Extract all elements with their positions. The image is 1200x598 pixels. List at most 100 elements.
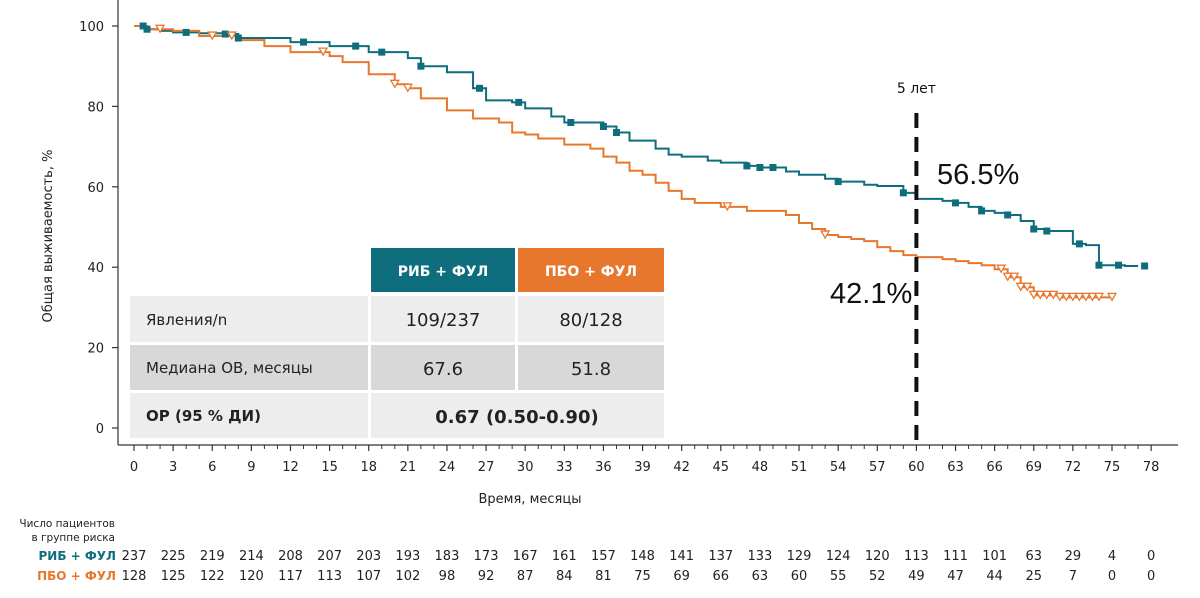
table-row-1-label: Явления/n	[146, 311, 227, 329]
censor-mark-0-19	[952, 199, 960, 207]
risk-value-1-0: 128	[122, 569, 147, 584]
risk-value-1-2: 122	[200, 569, 225, 584]
x-ticks: 0 3 6 9 12 15 18 21 24 27 30 33 36 39 42 45 48 51 54 57 60 63…	[130, 445, 1160, 475]
censor-mark-0-24	[1075, 240, 1083, 248]
table-row-2-label-bg	[130, 345, 368, 390]
table-row-1-pbo-bg	[518, 296, 664, 342]
censor-mark-1-5	[402, 83, 413, 93]
censor-mark-0-2	[182, 28, 190, 36]
y-tick-label-0: 0	[96, 422, 104, 437]
censor-mark-0-7	[378, 48, 386, 56]
censor-mark-1-17	[1054, 292, 1065, 302]
risk-value-0-20: 113	[904, 549, 929, 564]
risk-value-0-4: 208	[278, 549, 303, 564]
risk-value-1-3: 120	[239, 569, 264, 584]
risk-value-0-2: 219	[200, 549, 225, 564]
x-tick-label-7: 21	[400, 460, 417, 475]
risk-value-1-23: 25	[1025, 569, 1042, 584]
censor-mark-1-22	[1087, 292, 1098, 302]
censor-mark-0-4	[234, 34, 242, 42]
table-row-2-rib-bg	[371, 345, 515, 390]
censor-mark-0-20	[978, 207, 986, 215]
censor-mark-1-13	[1028, 290, 1039, 300]
risk-value-1-11: 84	[556, 569, 573, 584]
censor-mark-1-12	[1022, 282, 1033, 292]
x-tick-label-23: 69	[1025, 460, 1042, 475]
censor-mark-0-17	[834, 178, 842, 186]
censor-mark-0-12	[599, 123, 607, 130]
x-tick-label-15: 45	[713, 460, 730, 475]
risk-value-0-9: 173	[474, 549, 499, 564]
risk-value-1-5: 113	[317, 569, 342, 584]
censor-mark-0-27	[1141, 262, 1149, 270]
table-row-1-label-bg	[130, 296, 368, 342]
censor-mark-0-16	[769, 164, 777, 172]
censor-mark-0-18	[899, 189, 907, 197]
risk-value-1-9: 92	[478, 569, 495, 584]
risk-value-0-10: 167	[513, 549, 538, 564]
censor-mark-1-3	[317, 47, 329, 57]
censor-mark-0-3	[221, 30, 229, 38]
summary-table: РИБ + ФУЛ ПБО + ФУЛ Явления/n 109/237 80…	[130, 248, 664, 438]
censor-mark-1-20	[1074, 292, 1085, 302]
table-row-2-rib: 67.6	[423, 359, 463, 380]
y-tick-label-1: 20	[87, 342, 104, 357]
x-tick-label-14: 42	[673, 460, 690, 475]
x-tick-label-26: 78	[1143, 460, 1160, 475]
x-tick-label-11: 33	[556, 460, 573, 475]
risk-value-1-10: 87	[517, 569, 534, 584]
rib-five-year-annotation: 56.5%	[937, 159, 1019, 191]
risk-value-0-6: 203	[356, 549, 381, 564]
table-row-3-label-bg	[130, 393, 368, 438]
censor-mark-0-14	[743, 162, 751, 170]
censor-mark-1-21	[1080, 292, 1092, 302]
censor-mark-0-23	[1043, 227, 1051, 235]
table-row-2-label: Медиана ОВ, месяцы	[146, 359, 313, 377]
censor-mark-0-8	[417, 62, 425, 70]
table-row-3-value-bg	[371, 393, 664, 438]
pbo-five-year-annotation: 42.1%	[830, 278, 912, 310]
table-header-rib-bg	[371, 248, 515, 292]
risk-value-1-12: 81	[595, 569, 612, 584]
censor-mark-1-6	[722, 202, 733, 212]
x-tick-label-22: 66	[986, 460, 1003, 475]
risk-value-0-18: 124	[826, 549, 851, 564]
censor-mark-1-23	[1093, 292, 1105, 302]
censor-mark-1-1	[207, 31, 218, 41]
censor-mark-0-26	[1115, 261, 1123, 269]
censor-mark-0-21	[1004, 211, 1012, 219]
x-tick-label-12: 36	[595, 460, 612, 475]
risk-value-1-15: 66	[713, 569, 730, 584]
risk-value-1-25: 0	[1108, 569, 1116, 584]
x-tick-label-10: 30	[517, 460, 534, 475]
risk-row-pbo-label: ПБО + ФУЛ	[37, 569, 116, 583]
x-tick-label-18: 54	[830, 460, 847, 475]
risk-value-1-18: 55	[830, 569, 847, 584]
risk-value-1-7: 102	[395, 569, 420, 584]
x-tick-label-6: 18	[360, 460, 377, 475]
censor-mark-1-15	[1041, 290, 1052, 300]
censor-mark-0-6	[352, 42, 360, 50]
x-tick-label-3: 9	[247, 460, 255, 475]
risk-value-1-13: 75	[634, 569, 651, 584]
risk-value-0-13: 148	[630, 549, 655, 564]
table-header-pbo-bg	[518, 248, 664, 292]
risk-value-1-21: 47	[947, 569, 964, 584]
censor-mark-0-13	[612, 129, 620, 137]
censor-mark-1-0	[154, 24, 166, 34]
table-header-pbo: ПБО + ФУЛ	[545, 264, 637, 280]
y-axis-title: Общая выживаемость, %	[41, 150, 56, 323]
risk-table-title-1: Число пациентов	[19, 518, 115, 530]
risk-values: 237 225 219 214 208 207 203 193 183 173 167 161 157 1…	[122, 549, 1156, 584]
censor-mark-1-4	[389, 79, 400, 89]
table-row-2-pbo-bg	[518, 345, 664, 390]
risk-value-1-17: 60	[791, 569, 808, 584]
censor-mark-1-19	[1067, 292, 1079, 302]
risk-value-0-12: 157	[591, 549, 616, 564]
risk-value-0-0: 237	[122, 549, 147, 564]
y-tick-label-4: 80	[87, 100, 104, 115]
x-tick-label-1: 3	[169, 460, 177, 475]
risk-value-1-19: 52	[869, 569, 886, 584]
